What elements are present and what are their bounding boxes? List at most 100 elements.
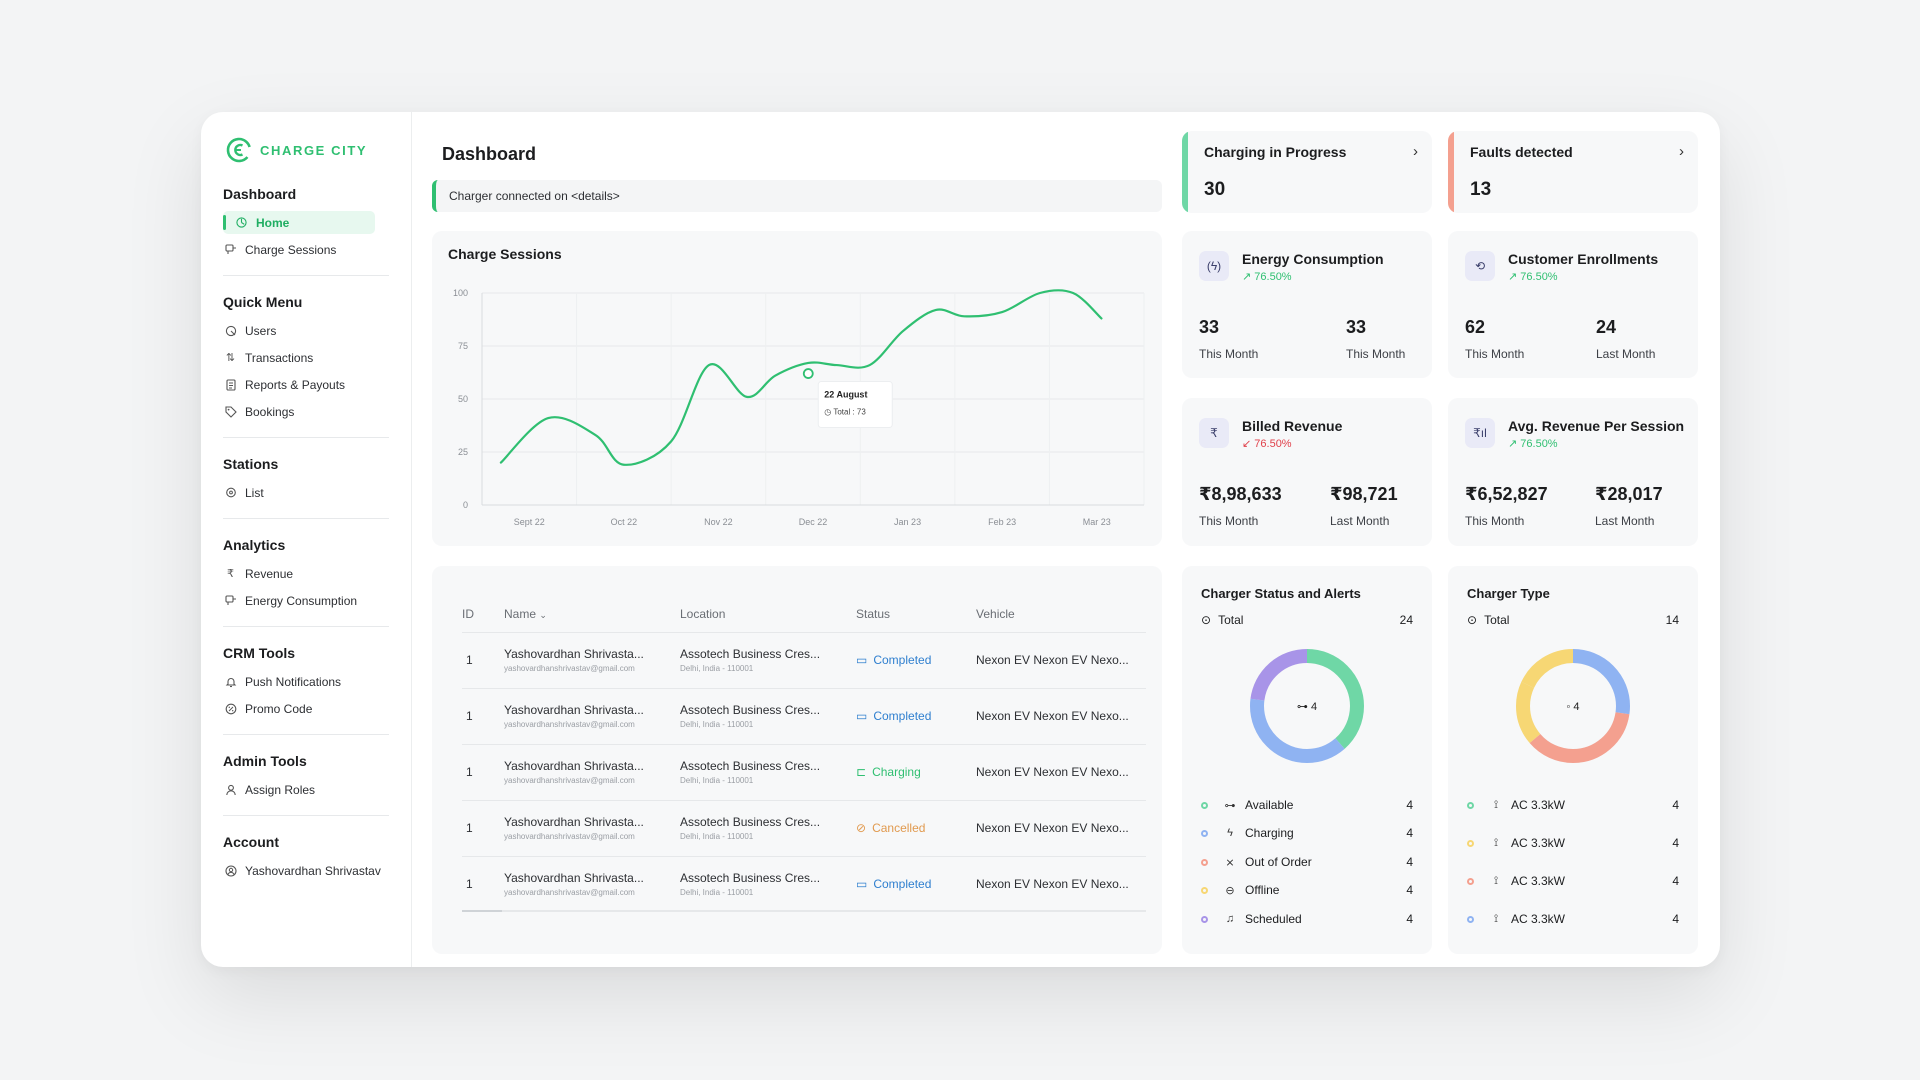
column-header-status[interactable]: Status <box>856 606 891 621</box>
y-tick-label: 75 <box>458 341 468 351</box>
charger-type-donut[interactable]: ◦ 4 <box>1448 636 1698 776</box>
sidebar-item-users[interactable]: Users <box>223 319 391 342</box>
x-tick-label: Feb 23 <box>988 517 1016 527</box>
avg-revenue-card[interactable]: ₹ıl Avg. Revenue Per Session ↗ 76.50% ₹6… <box>1448 398 1698 546</box>
x-tick-label: Sept 22 <box>514 517 545 527</box>
metric-label-2: Last Month <box>1330 514 1390 528</box>
cell-location: Assotech Business Cres... Delhi, India - … <box>680 799 856 856</box>
charger-status-donut[interactable]: ⊶ 4 <box>1182 636 1432 776</box>
column-header-vehicle[interactable]: Vehicle <box>976 606 1015 621</box>
sidebar-divider <box>223 815 389 816</box>
main-content: Dashboard Charger connected on <details>… <box>412 112 1192 967</box>
sidebar-item-list[interactable]: List <box>223 481 391 504</box>
table-row[interactable]: 1 Yashovardhan Shrivasta... yashovardhans… <box>462 631 1146 688</box>
cancelled-icon: ⊘ <box>856 821 867 835</box>
x-tick-label: Dec 22 <box>799 517 828 527</box>
legend-item-out-of-order[interactable]: ⨯ Out of Order 4 <box>1201 854 1413 870</box>
accent-bar <box>1448 131 1454 213</box>
legend-item-charging[interactable]: ϟ Charging 4 <box>1201 825 1413 841</box>
sidebar-item-home[interactable]: Home <box>223 211 375 234</box>
bolt-icon: ϟ <box>1227 827 1233 839</box>
sidebar: CHARGE CITY Dashboard Home Charge Sessio… <box>201 112 412 967</box>
completed-icon: ▭ <box>856 709 868 723</box>
cell-vehicle: Nexon EV Nexon EV Nexo... <box>976 631 1146 688</box>
column-header-id[interactable]: ID <box>462 606 474 621</box>
sidebar-item-bookings[interactable]: Bookings <box>223 400 391 423</box>
faults-detected-card[interactable]: Faults detected 13 › <box>1448 131 1698 213</box>
metric-value-2: 33 <box>1346 317 1367 337</box>
status-text: Charging <box>872 765 921 779</box>
reports-icon <box>224 378 237 391</box>
sidebar-item-energy-consumption[interactable]: Energy Consumption <box>223 589 391 612</box>
sessions-table: ID Name ⌄ Location Status Vehicle 1 Yash… <box>462 600 1146 912</box>
column-header-location[interactable]: Location <box>680 606 726 621</box>
table-row[interactable]: 1 Yashovardhan Shrivasta... yashovardhans… <box>462 855 1146 912</box>
plug-icon: ⟟ <box>1493 798 1499 811</box>
metric-change-text: 76.50% <box>1254 271 1292 283</box>
metric-value-1: 33 <box>1199 317 1220 337</box>
cell-location-text: Assotech Business Cres... <box>680 871 821 886</box>
legend-label: Scheduled <box>1245 912 1302 926</box>
chevron-right-icon[interactable]: › <box>1679 143 1684 160</box>
brand-logo[interactable]: CHARGE CITY <box>226 134 411 166</box>
tooltip-value: ◷ Total : 73 <box>824 408 866 417</box>
charge-city-logo-icon <box>226 137 252 163</box>
legend-label: AC 3.3kW <box>1511 912 1566 926</box>
legend-label: Available <box>1245 798 1294 812</box>
charge-sessions-chart[interactable]: 0 25 50 75 100 Sept 22 Oct 22 Nov 22 Dec 22 Jan 2… <box>432 231 1162 546</box>
legend-item-ac-4[interactable]: ⟟ AC 3.3kW 4 <box>1467 911 1679 927</box>
legend-value: 4 <box>1406 826 1413 840</box>
sidebar-item-assign-roles[interactable]: Assign Roles <box>223 778 391 801</box>
charging-in-progress-card[interactable]: Charging in Progress 30 › <box>1182 131 1432 213</box>
energy-consumption-card[interactable]: (ϟ) Energy Consumption ↗ 76.50% 33 This … <box>1182 231 1432 378</box>
cell-name-text: Yashovardhan Shrivasta... <box>504 703 644 717</box>
legend-item-scheduled[interactable]: ♫ Scheduled 4 <box>1201 911 1413 927</box>
table-row[interactable]: 1 Yashovardhan Shrivasta... yashovardhans… <box>462 687 1146 744</box>
metric-label-1: This Month <box>1465 347 1525 361</box>
sidebar-item-revenue[interactable]: ₹ Revenue <box>223 562 391 585</box>
sidebar-item-reports-payouts[interactable]: Reports & Payouts <box>223 373 391 396</box>
legend-item-ac-2[interactable]: ⟟ AC 3.3kW 4 <box>1467 835 1679 851</box>
cell-location-sub: Delhi, India - 110001 <box>680 888 754 898</box>
legend-dot <box>1201 886 1208 894</box>
column-header-name[interactable]: Name ⌄ <box>504 600 680 632</box>
off-icon: ⨯ <box>1225 856 1235 869</box>
card-title: Charger Status and Alerts <box>1201 586 1361 601</box>
donut-segment <box>1516 649 1630 763</box>
metric-value-2: ₹28,017 <box>1595 484 1663 504</box>
legend-item-offline[interactable]: ⊖ Offline 4 <box>1201 882 1413 898</box>
sidebar-item-charge-sessions[interactable]: Charge Sessions <box>223 238 391 261</box>
charge-sessions-card: Charge Sessions 0 25 50 75 100 Sept 22 Oct 22 N… <box>432 231 1162 546</box>
sidebar-item-transactions[interactable]: ⇅ Transactions <box>223 346 391 369</box>
transactions-icon: ⇅ <box>225 352 236 364</box>
sidebar-item-push-notifications[interactable]: Push Notifications <box>223 670 391 693</box>
user-role-icon <box>224 783 237 796</box>
rupee-icon: ₹ <box>227 568 234 580</box>
sidebar-item-promo-code[interactable]: Promo Code <box>223 697 391 720</box>
customer-enrollments-card[interactable]: ⟲ Customer Enrollments ↗ 76.50% 62 This … <box>1448 231 1698 378</box>
kpi-value: 13 <box>1470 179 1492 200</box>
table-row[interactable]: 1 Yashovardhan Shrivasta... yashovardhans… <box>462 799 1146 856</box>
billed-revenue-card[interactable]: ₹ Billed Revenue ↙ 76.50% ₹8,98,633 This… <box>1182 398 1432 546</box>
cell-email: yashovardhanshrivastav@gmail.com <box>504 664 635 673</box>
metric-title: Customer Enrollments <box>1508 251 1659 267</box>
cell-name: Yashovardhan Shrivasta... yashovardhanshr… <box>504 743 680 800</box>
sidebar-item-label: Transactions <box>245 350 314 365</box>
legend-item-available[interactable]: ⊶ Available 4 <box>1201 797 1413 813</box>
page-title: Dashboard <box>442 144 537 164</box>
chevron-right-icon[interactable]: › <box>1413 143 1418 160</box>
charger-status-card: Charger Status and Alerts ⊙ Total 24 ⊶ 4 … <box>1182 566 1432 954</box>
table-scrollbar[interactable] <box>462 910 1146 912</box>
cell-status: ⊘ Cancelled <box>856 799 976 856</box>
legend-label: Offline <box>1245 883 1280 897</box>
sidebar-item-account-user[interactable]: Yashovardhan Shrivastav <box>223 859 391 882</box>
metric-label-1: This Month <box>1465 514 1525 528</box>
legend-item-ac-1[interactable]: ⟟ AC 3.3kW 4 <box>1467 797 1679 813</box>
connection-notice[interactable]: Charger connected on <details> <box>432 180 1162 212</box>
metric-value-2: 24 <box>1596 317 1617 337</box>
legend-value: 4 <box>1672 874 1679 888</box>
cell-location-sub: Delhi, India - 110001 <box>680 664 754 673</box>
table-row[interactable]: 1 Yashovardhan Shrivasta... yashovardhans… <box>462 743 1146 800</box>
bell-icon <box>224 675 237 688</box>
legend-item-ac-3[interactable]: ⟟ AC 3.3kW 4 <box>1467 873 1679 889</box>
